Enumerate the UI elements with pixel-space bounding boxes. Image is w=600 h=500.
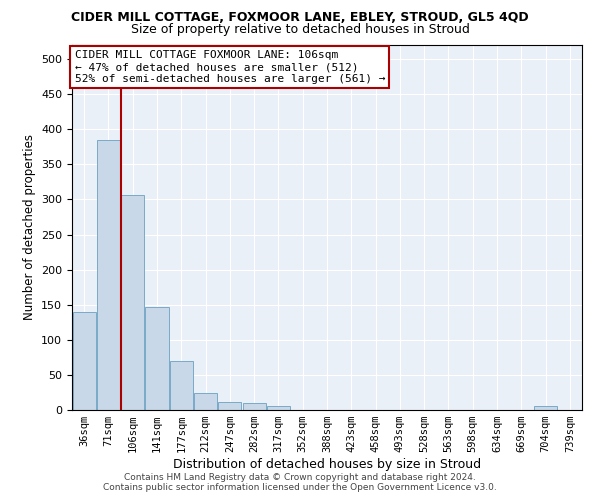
- Bar: [170, 361, 193, 410]
- Text: CIDER MILL COTTAGE, FOXMOOR LANE, EBLEY, STROUD, GL5 4QD: CIDER MILL COTTAGE, FOXMOOR LANE, EBLEY,…: [71, 11, 529, 24]
- Bar: [73, 312, 95, 410]
- Bar: [145, 307, 169, 410]
- Bar: [97, 140, 120, 410]
- Text: Size of property relative to detached houses in Stroud: Size of property relative to detached ho…: [131, 22, 469, 36]
- Bar: [194, 393, 217, 410]
- Y-axis label: Number of detached properties: Number of detached properties: [23, 134, 35, 320]
- Text: CIDER MILL COTTAGE FOXMOOR LANE: 106sqm
← 47% of detached houses are smaller (51: CIDER MILL COTTAGE FOXMOOR LANE: 106sqm …: [74, 50, 385, 84]
- Bar: [534, 406, 557, 410]
- Text: Contains HM Land Registry data © Crown copyright and database right 2024.
Contai: Contains HM Land Registry data © Crown c…: [103, 473, 497, 492]
- X-axis label: Distribution of detached houses by size in Stroud: Distribution of detached houses by size …: [173, 458, 481, 471]
- Bar: [242, 403, 266, 410]
- Bar: [267, 406, 290, 410]
- Bar: [121, 194, 144, 410]
- Bar: [218, 402, 241, 410]
